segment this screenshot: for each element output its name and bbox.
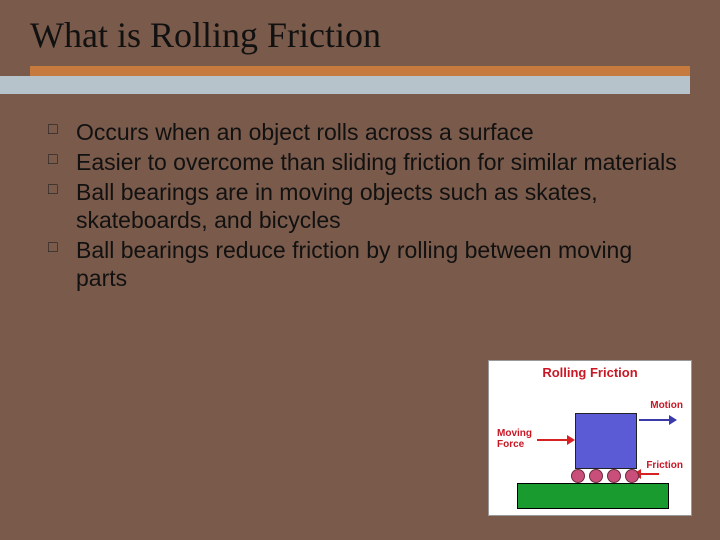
diagram-ball: [571, 469, 585, 483]
bullet-item: Easier to overcome than sliding friction…: [48, 148, 680, 176]
bullet-item: Occurs when an object rolls across a sur…: [48, 118, 680, 146]
content-area: Occurs when an object rolls across a sur…: [0, 94, 720, 292]
diagram-ball: [589, 469, 603, 483]
divider-gray: [0, 76, 690, 94]
bullet-list: Occurs when an object rolls across a sur…: [48, 118, 680, 292]
diagram-ball: [607, 469, 621, 483]
motion-arrow-icon: [639, 419, 669, 421]
slide: What is Rolling Friction Occurs when an …: [0, 0, 720, 540]
moving-force-arrow-icon: [537, 439, 567, 441]
friction-label: Friction: [646, 461, 683, 472]
bullet-item: Ball bearings are in moving objects such…: [48, 178, 680, 234]
slide-title: What is Rolling Friction: [30, 14, 690, 56]
diagram-title: Rolling Friction: [489, 365, 691, 380]
moving-force-label: Moving Force: [497, 429, 532, 450]
diagram-ball: [625, 469, 639, 483]
divider-orange: [30, 66, 690, 76]
bullet-item: Ball bearings reduce friction by rolling…: [48, 236, 680, 292]
motion-label: Motion: [650, 401, 683, 412]
diagram-box: [575, 413, 637, 469]
rolling-friction-diagram: Rolling Friction Motion Moving Force Fri…: [488, 360, 692, 516]
friction-arrow-icon: [641, 473, 659, 475]
diagram-ground: [517, 483, 669, 509]
title-block: What is Rolling Friction: [0, 0, 720, 60]
